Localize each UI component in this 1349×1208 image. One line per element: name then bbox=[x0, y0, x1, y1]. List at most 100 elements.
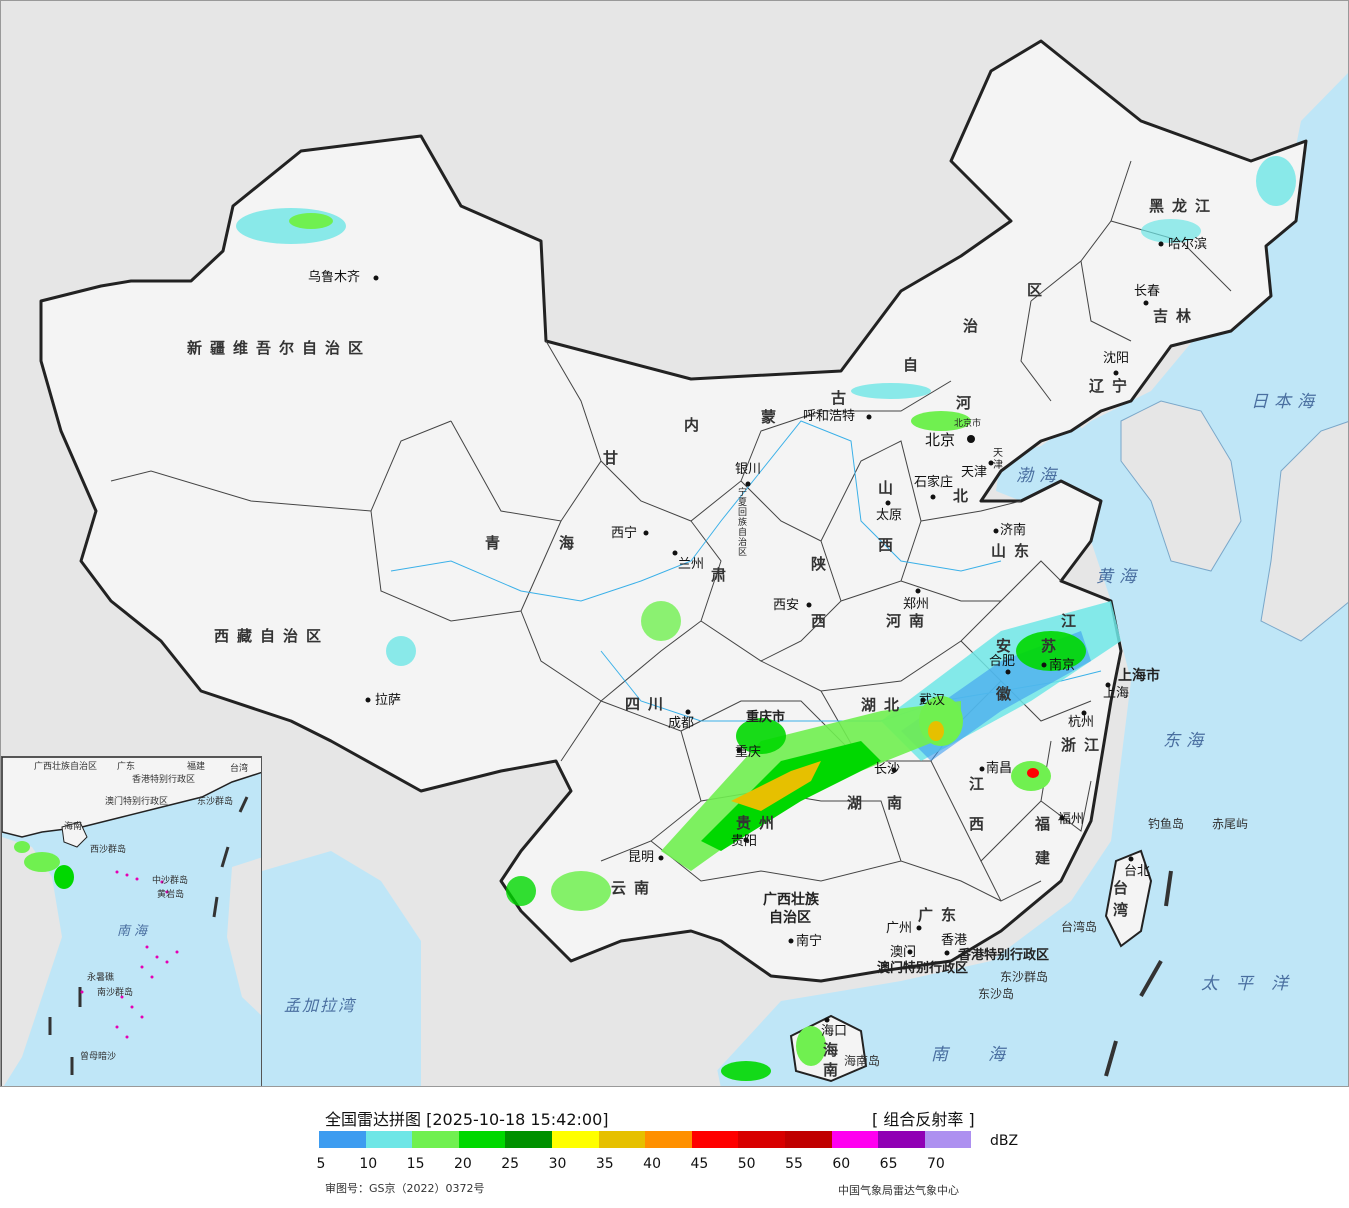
inset-hainan bbox=[61, 821, 88, 848]
legend-tick-label: 60 bbox=[832, 1156, 851, 1172]
legend-title: 全国雷达拼图 [2025-10-18 15:42:00] bbox=[325, 1110, 609, 1129]
province-anhui-2: 徽 bbox=[996, 685, 1012, 703]
legend-tick-label: 30 bbox=[548, 1156, 567, 1172]
province-yunnan: 云南 bbox=[611, 879, 658, 897]
legend-color-bar bbox=[319, 1131, 972, 1148]
radar-echoes bbox=[236, 156, 1296, 1081]
inset-label-taiwan: 台湾 bbox=[230, 764, 249, 774]
city-macau: 澳门 bbox=[890, 945, 917, 960]
province-jiangsu-2: 苏 bbox=[1041, 637, 1057, 655]
sea-bengal bbox=[262, 851, 421, 1086]
inset-canvas bbox=[2, 757, 261, 1086]
inset-islands-dots bbox=[80, 870, 179, 1039]
city-fuzhou: 福州 bbox=[1058, 812, 1085, 827]
legend-panel: 全国雷达拼图 [2025-10-18 15:42:00] [ 组合反射率 ] d… bbox=[0, 1087, 1349, 1208]
province-hainan: 海南 bbox=[823, 1041, 839, 1079]
inset-label-zhongsha: 中沙群岛 bbox=[152, 876, 189, 886]
legend-tick-label: 70 bbox=[926, 1156, 945, 1172]
province-jiangxi-1: 江 bbox=[969, 775, 985, 793]
inset-label-fujian: 福建 bbox=[187, 762, 206, 772]
province-anhui-1: 安 bbox=[996, 637, 1012, 655]
province-qinghai-1: 青 bbox=[485, 534, 501, 552]
inset-indochina bbox=[2, 837, 62, 1086]
province-henan: 河南 bbox=[886, 612, 933, 630]
island-chiwei: 赤尾屿 bbox=[1212, 817, 1249, 831]
province-ningxia: 宁夏回族自治区 bbox=[738, 488, 748, 558]
city-nanchang: 南昌 bbox=[986, 761, 1013, 776]
legend-tick-label: 50 bbox=[737, 1156, 756, 1172]
province-hebei-1: 河 bbox=[956, 394, 972, 412]
city-chongqing: 重庆 bbox=[735, 745, 762, 760]
inset-label-hk: 香港特别行政区 bbox=[132, 775, 196, 785]
province-hubei: 湖北 bbox=[861, 696, 908, 714]
province-fujian-2: 建 bbox=[1035, 849, 1051, 867]
legend-tick-label: 5 bbox=[316, 1156, 326, 1172]
land-japan bbox=[1260, 421, 1348, 642]
legend-review-number: 审图号：GS京（2022）0372号 bbox=[325, 1182, 485, 1195]
legend-swatch bbox=[784, 1131, 832, 1148]
city-tianjin: 天津 bbox=[961, 465, 988, 480]
inset-label-southsea: 南海 bbox=[117, 924, 152, 939]
legend-swatch bbox=[365, 1131, 413, 1148]
sea-bohai-label: 渤海 bbox=[1016, 466, 1062, 486]
city-dots bbox=[365, 241, 1164, 1023]
city-nanning: 南宁 bbox=[796, 934, 823, 949]
legend-tick-label: 40 bbox=[643, 1156, 662, 1172]
province-gansu-1: 甘 bbox=[603, 449, 619, 467]
province-neimenggu-6: 区 bbox=[1027, 281, 1043, 299]
legend-swatch bbox=[319, 1131, 366, 1148]
legend-swatch bbox=[831, 1131, 879, 1148]
city-xian: 西安 bbox=[773, 598, 800, 613]
city-hefei: 合肥 bbox=[989, 654, 1016, 669]
legend-swatch bbox=[924, 1131, 972, 1148]
legend-tick-label: 25 bbox=[501, 1156, 520, 1172]
city-taipei: 台北 bbox=[1124, 864, 1151, 879]
province-macau: 澳门特别行政区 bbox=[877, 961, 969, 976]
taiwan-outline bbox=[1104, 849, 1153, 948]
province-shanxi-1: 山 bbox=[878, 479, 894, 497]
province-guangxi-2: 自治区 bbox=[769, 910, 811, 926]
city-urumqi: 乌鲁木齐 bbox=[308, 270, 361, 285]
province-gansu-2: 肃 bbox=[711, 566, 727, 584]
province-shanxi-2: 西 bbox=[878, 536, 894, 554]
city-chengdu: 成都 bbox=[668, 716, 695, 731]
legend-swatch bbox=[458, 1131, 506, 1148]
legend-product: [ 组合反射率 ] bbox=[872, 1110, 975, 1129]
legend-tick-label: 10 bbox=[359, 1156, 378, 1172]
inset-label-zengmu: 曾母暗沙 bbox=[80, 1052, 117, 1062]
province-heilongjiang: 黑龙江 bbox=[1149, 197, 1219, 215]
city-lanzhou: 兰州 bbox=[678, 557, 705, 572]
province-taiwan-2: 湾 bbox=[1113, 901, 1129, 919]
legend-tick-label: 35 bbox=[595, 1156, 614, 1172]
city-nanjing: 南京 bbox=[1049, 658, 1076, 673]
city-shijiazhuang: 石家庄 bbox=[914, 475, 954, 490]
city-xining: 西宁 bbox=[611, 526, 638, 541]
south-china-sea-inset: 广西壮族自治区 广东 福建 台湾 香港特别行政区 澳门特别行政区 东沙群岛 海南… bbox=[1, 756, 262, 1086]
city-hangzhou: 杭州 bbox=[1068, 715, 1095, 730]
sea-yellow: 黄海 bbox=[1096, 567, 1142, 587]
province-liaoning: 辽宁 bbox=[1089, 377, 1136, 395]
city-zhengzhou: 郑州 bbox=[903, 597, 930, 612]
province-qinghai-2: 海 bbox=[559, 534, 575, 552]
inset-label-guangdong: 广东 bbox=[117, 762, 136, 772]
city-taiyuan: 太原 bbox=[876, 508, 903, 523]
province-hunan-2: 南 bbox=[887, 794, 903, 812]
province-jiangsu-1: 江 bbox=[1061, 612, 1077, 630]
city-guiyang: 贵阳 bbox=[731, 834, 758, 849]
sea-east-label: 东海 bbox=[1163, 731, 1209, 751]
province-guangxi-1: 广西壮族 bbox=[763, 892, 819, 908]
province-zhejiang: 浙江 bbox=[1061, 736, 1108, 754]
city-guangzhou: 广州 bbox=[886, 921, 913, 936]
city-hohhot: 呼和浩特 bbox=[803, 409, 856, 424]
province-neimenggu-1: 内 bbox=[684, 416, 700, 434]
island-diaoyu: 钓鱼岛 bbox=[1148, 817, 1185, 831]
inset-label-yongshu: 永暑礁 bbox=[87, 973, 115, 983]
province-taiwan-1: 台 bbox=[1113, 879, 1129, 897]
city-hongkong: 香港 bbox=[941, 933, 968, 948]
legend-swatch bbox=[645, 1131, 692, 1148]
inset-label-nansha: 南沙群岛 bbox=[97, 988, 134, 998]
inset-label-guangxi: 广西壮族自治区 bbox=[34, 762, 98, 772]
city-yinchuan: 银川 bbox=[735, 462, 762, 477]
legend-tick-label: 55 bbox=[785, 1156, 803, 1172]
sea-japan: 日本海 bbox=[1251, 392, 1320, 412]
